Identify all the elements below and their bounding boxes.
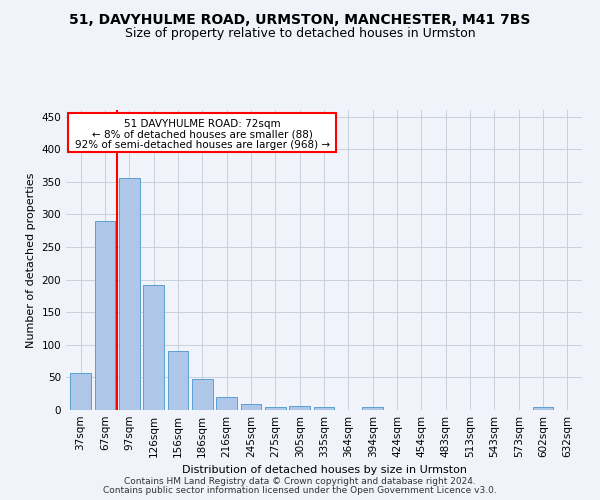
Text: 51 DAVYHULME ROAD: 72sqm: 51 DAVYHULME ROAD: 72sqm xyxy=(124,118,281,128)
Bar xyxy=(265,406,286,410)
Bar xyxy=(314,406,334,410)
Bar xyxy=(289,406,310,410)
Bar xyxy=(70,373,91,410)
Text: 92% of semi-detached houses are larger (968) →: 92% of semi-detached houses are larger (… xyxy=(75,140,330,149)
Bar xyxy=(95,221,115,410)
Bar xyxy=(362,406,383,410)
Bar xyxy=(533,406,553,410)
Text: Size of property relative to detached houses in Urmston: Size of property relative to detached ho… xyxy=(125,28,475,40)
Text: ← 8% of detached houses are smaller (88): ← 8% of detached houses are smaller (88) xyxy=(92,129,313,139)
Text: 51, DAVYHULME ROAD, URMSTON, MANCHESTER, M41 7BS: 51, DAVYHULME ROAD, URMSTON, MANCHESTER,… xyxy=(70,12,530,26)
Text: Contains HM Land Registry data © Crown copyright and database right 2024.: Contains HM Land Registry data © Crown c… xyxy=(124,477,476,486)
Bar xyxy=(119,178,140,410)
Bar xyxy=(143,285,164,410)
Bar xyxy=(241,404,262,410)
Bar xyxy=(216,397,237,410)
Y-axis label: Number of detached properties: Number of detached properties xyxy=(26,172,36,348)
Bar xyxy=(167,352,188,410)
Text: Contains public sector information licensed under the Open Government Licence v3: Contains public sector information licen… xyxy=(103,486,497,495)
X-axis label: Distribution of detached houses by size in Urmston: Distribution of detached houses by size … xyxy=(182,466,467,475)
FancyBboxPatch shape xyxy=(68,114,336,152)
Bar xyxy=(192,380,212,410)
